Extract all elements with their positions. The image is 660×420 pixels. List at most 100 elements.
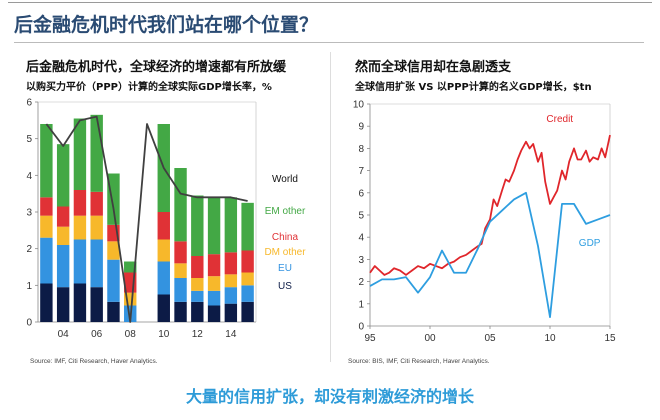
bar-us-2015	[241, 301, 254, 322]
bar-china-2006	[90, 191, 103, 216]
bar-china-2014	[224, 252, 238, 275]
bar-dm-other-2014	[224, 274, 238, 288]
bar-dm-other-2015	[241, 272, 254, 286]
y-tick-label: 8	[358, 144, 364, 155]
x-tick-label: 15	[604, 333, 616, 344]
bottom-caption: 大量的信用扩张，却没有刺激经济的增长	[185, 387, 474, 406]
bar-eu-2005	[73, 239, 87, 284]
y-tick-label: 3	[358, 255, 364, 266]
right-chart-title: 然而全球信用却在急剧透支	[355, 60, 512, 75]
left-chart-title: 后金融危机时代，全球经济的增速都有所放缓	[26, 60, 287, 75]
bar-dm-other-2007	[107, 241, 120, 260]
y-tick-label: 4	[26, 171, 32, 182]
bar-us-2012	[191, 301, 204, 322]
x-tick-label: 95	[364, 333, 376, 344]
panel-divider	[330, 52, 331, 362]
bar-eu-2015	[241, 285, 254, 302]
bar-eu-2010	[157, 261, 170, 295]
y-tick-label: 1	[26, 281, 32, 292]
bar-eu-2003	[40, 237, 53, 284]
bar-em-other-2005	[73, 118, 87, 190]
x-tick-label: 08	[125, 329, 137, 340]
bar-dm-other-2013	[207, 276, 221, 291]
y-tick-label: 7	[358, 166, 364, 177]
x-tick-label: 05	[484, 333, 496, 344]
bar-em-other-2007	[107, 173, 120, 225]
bar-em-other-2011	[174, 168, 187, 242]
y-tick-label: 6	[358, 188, 364, 199]
legend-label-us: US	[278, 281, 292, 292]
credit-series-label: Credit	[546, 114, 573, 125]
x-tick-label: 06	[91, 329, 103, 340]
title-divider	[14, 42, 644, 43]
bar-us-2007	[107, 301, 120, 322]
bar-dm-other-2005	[73, 215, 87, 240]
y-tick-label: 1	[358, 299, 364, 310]
x-tick-label: 00	[424, 333, 436, 344]
y-tick-label: 0	[26, 318, 32, 329]
bar-dm-other-2010	[157, 239, 170, 262]
x-tick-label: 12	[192, 329, 204, 340]
bar-china-2011	[174, 241, 187, 264]
right-line-chart: 0 1 2 3 4 5 6 7 8 9 10 95 00 05 10 15 Credit GDP	[353, 100, 616, 345]
bar-em-other-2006	[90, 114, 103, 192]
y-tick-label: 5	[26, 134, 32, 145]
y-tick-label: 2	[26, 244, 32, 255]
bar-dm-other-2012	[191, 278, 204, 291]
bar-china-2012	[191, 256, 204, 278]
bar-em-other-2014	[224, 197, 238, 253]
bar-us-2013	[207, 305, 221, 322]
right-source-note: Source: BIS, IMF, Citi Research, Haver A…	[348, 358, 490, 365]
bar-eu-2006	[90, 239, 103, 288]
bar-em-other-2004	[56, 144, 70, 207]
bar-eu-2014	[224, 287, 238, 304]
bar-em-other-2013	[207, 197, 221, 255]
x-tick-label: 10	[158, 329, 170, 340]
credit-line	[369, 134, 611, 276]
bar-eu-2011	[174, 278, 187, 302]
gdp-line	[369, 191, 611, 319]
bar-china-2010	[157, 212, 170, 240]
legend-label-em-other: EM other	[265, 206, 306, 217]
bar-eu-2012	[191, 290, 204, 302]
x-tick-label: 14	[225, 329, 237, 340]
y-tick-label: 4	[358, 233, 364, 244]
y-tick-label: 0	[358, 322, 364, 333]
top-frame-line	[8, 2, 652, 3]
bar-us-2003	[40, 283, 53, 322]
y-tick-label: 6	[26, 98, 32, 109]
bar-dm-other-2003	[40, 215, 53, 238]
y-tick-label: 9	[358, 122, 364, 133]
page-title: 后金融危机时代我们站在哪个位置？	[14, 14, 319, 36]
bar-us-2006	[90, 287, 103, 322]
bar-china-2005	[73, 190, 87, 216]
legend-label-world: World	[272, 174, 298, 185]
bar-em-other-2015	[241, 202, 254, 251]
bar-china-2004	[56, 206, 70, 227]
right-chart-subtitle: 全球信用扩张 VS 以PPP计算的名义GDP增长，$tn	[355, 82, 592, 93]
legend-label-eu: EU	[278, 263, 292, 274]
bar-china-2013	[207, 254, 221, 277]
y-tick-label: 2	[358, 277, 364, 288]
bar-em-other-2003	[40, 124, 53, 198]
y-tick-label: 10	[353, 100, 365, 111]
bar-eu-2004	[56, 245, 70, 288]
y-tick-label: 5	[358, 211, 364, 222]
bar-us-2004	[56, 287, 70, 322]
bar-us-2014	[224, 303, 238, 322]
bar-china-2003	[40, 197, 53, 216]
gdp-series-label: GDP	[579, 238, 601, 249]
left-chart-subtitle: 以购买力平价（PPP）计算的全球实际GDP增长率，%	[26, 82, 272, 93]
legend-label-china: China	[272, 232, 299, 243]
y-tick-label: 3	[26, 208, 32, 219]
bar-us-2005	[73, 283, 87, 322]
bar-em-other-2008	[124, 261, 137, 273]
left-source-note: Source: IMF, Citi Research, Haver Analyt…	[30, 358, 158, 365]
bar-dm-other-2011	[174, 263, 187, 278]
x-tick-label: 10	[544, 333, 556, 344]
bar-dm-other-2006	[90, 215, 103, 240]
bar-eu-2013	[207, 290, 221, 306]
bar-us-2011	[174, 301, 187, 322]
